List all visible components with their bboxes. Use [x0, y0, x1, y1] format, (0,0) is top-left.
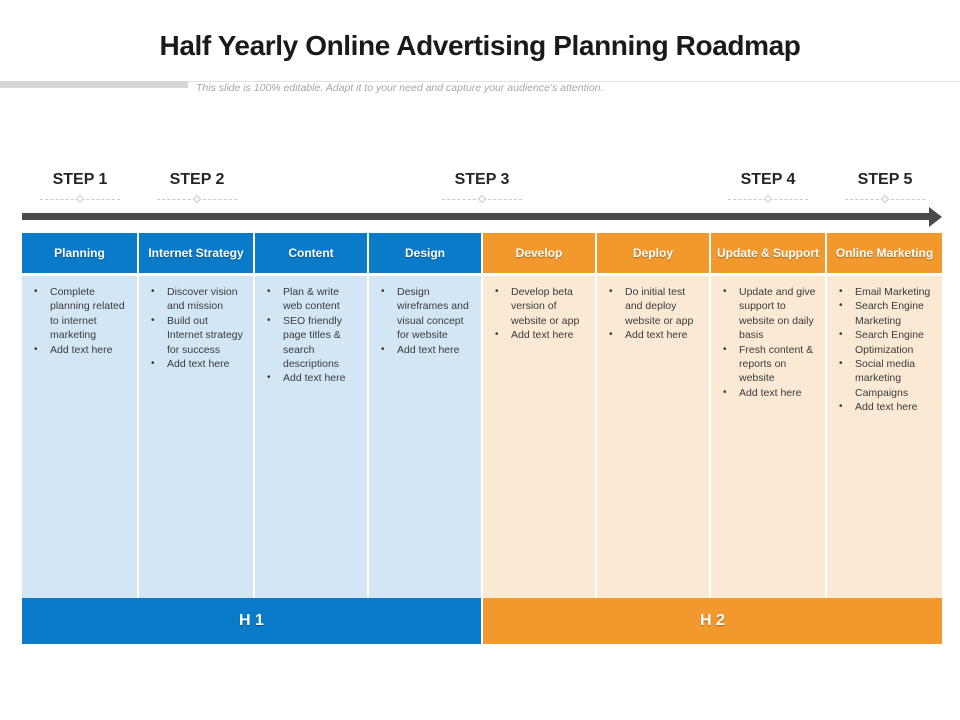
column-heading: Design	[369, 233, 481, 273]
list-item: Add text here	[835, 400, 934, 415]
column-heading: Planning	[22, 233, 137, 273]
column-body: Email Marketing Search Engine Marketing …	[827, 276, 942, 599]
step-label-4: STEP 4	[740, 171, 796, 188]
column-online-marketing: Online Marketing Email Marketing Search …	[827, 233, 942, 599]
list-item: Discover vision and mission	[147, 285, 245, 314]
list-item: Social media marketing Campaigns	[835, 357, 934, 400]
list-item: Add text here	[147, 357, 245, 372]
column-body: Design wireframes and visual concept for…	[369, 276, 481, 599]
list-item: Add text here	[263, 371, 359, 386]
column-body: Discover vision and mission Build out In…	[139, 276, 253, 599]
column-body: Develop beta version of website or app A…	[483, 276, 595, 599]
page-title: Half Yearly Online Advertising Planning …	[159, 30, 801, 61]
column-heading: Online Marketing	[827, 233, 942, 273]
list-item: SEO friendly page titles & search descri…	[263, 314, 359, 372]
column-deploy: Deploy Do initial test and deploy websit…	[597, 233, 709, 599]
list-item: Plan & write web content	[263, 285, 359, 314]
column-update-support: Update & Support Update and give support…	[711, 233, 825, 599]
column-heading: Content	[255, 233, 367, 273]
list-item: Update and give support to website on da…	[719, 285, 817, 343]
step-2-diamond-icon	[192, 194, 202, 204]
subtitle: This slide is 100% editable. Adapt it to…	[196, 82, 604, 94]
column-body: Update and give support to website on da…	[711, 276, 825, 599]
timeline-arrow-head-icon	[929, 207, 942, 227]
timeline-arrow-line	[22, 213, 930, 220]
column-design: Design Design wireframes and visual conc…	[369, 233, 481, 599]
column-body: Plan & write web content SEO friendly pa…	[255, 276, 367, 599]
list-item: Complete planning related to internet ma…	[30, 285, 129, 343]
column-body: Do initial test and deploy website or ap…	[597, 276, 709, 599]
column-planning: Planning Complete planning related to in…	[22, 233, 137, 599]
column-internet-strategy: Internet Strategy Discover vision and mi…	[139, 233, 253, 599]
column-heading: Update & Support	[711, 233, 825, 273]
list-item: Do initial test and deploy website or ap…	[605, 285, 701, 328]
half-year-2-bar: H 2	[483, 598, 942, 644]
step-label-1: STEP 1	[52, 171, 108, 188]
list-item: Add text here	[719, 386, 817, 401]
column-heading: Deploy	[597, 233, 709, 273]
column-body: Complete planning related to internet ma…	[22, 276, 137, 599]
step-label-3: STEP 3	[454, 171, 510, 188]
step-1-diamond-icon	[75, 194, 85, 204]
half-year-1-bar: H 1	[22, 598, 481, 644]
step-label-5: STEP 5	[857, 171, 913, 188]
title-divider-line	[188, 81, 960, 82]
column-content: Content Plan & write web content SEO fri…	[255, 233, 367, 599]
list-item: Add text here	[605, 328, 701, 343]
step-label-2: STEP 2	[169, 171, 225, 188]
step-3-diamond-icon	[477, 194, 487, 204]
title-accent-bar	[0, 81, 188, 88]
list-item: Email Marketing	[835, 285, 934, 300]
list-item: Add text here	[30, 343, 129, 358]
list-item: Design wireframes and visual concept for…	[377, 285, 473, 343]
list-item: Fresh content & reports on website	[719, 343, 817, 386]
list-item: Add text here	[377, 343, 473, 358]
column-heading: Develop	[483, 233, 595, 273]
list-item: Build out Internet strategy for success	[147, 314, 245, 357]
step-5-diamond-icon	[880, 194, 890, 204]
list-item: Search Engine Marketing	[835, 299, 934, 328]
column-develop: Develop Develop beta version of website …	[483, 233, 595, 599]
list-item: Develop beta version of website or app	[491, 285, 587, 328]
list-item: Add text here	[491, 328, 587, 343]
list-item: Search Engine Optimization	[835, 328, 934, 357]
step-4-diamond-icon	[763, 194, 773, 204]
column-heading: Internet Strategy	[139, 233, 253, 273]
